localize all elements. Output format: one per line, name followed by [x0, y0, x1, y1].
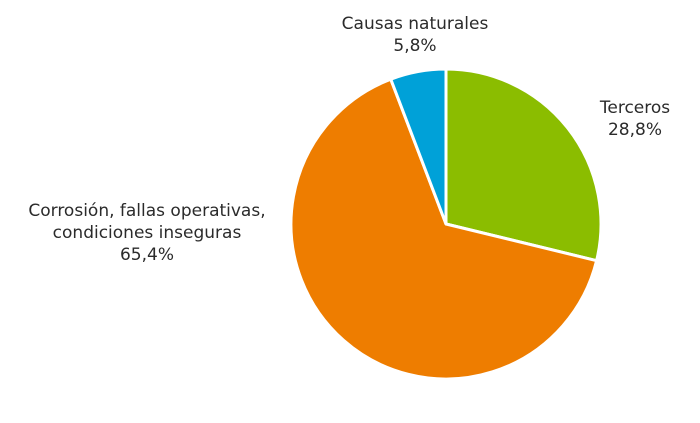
pie-slice-terceros [444, 67, 603, 263]
slice-label-corrosion-value: 65,4% [119, 245, 174, 265]
slice-label-terceros-name: Terceros [599, 98, 671, 118]
slice-label-corrosion: Corrosión, fallas operativas, condicione… [12, 200, 282, 266]
slice-label-terceros-value: 28,8% [607, 120, 662, 140]
slice-label-causas-naturales-name: Causas naturales [341, 14, 489, 34]
slice-label-causas-naturales-value: 5,8% [393, 36, 437, 56]
slice-label-corrosion-name-line2: condiciones inseguras [52, 223, 242, 243]
pie-slices [289, 67, 603, 381]
pie-slice-corrosion [289, 77, 599, 381]
pie-slice-naturales [389, 67, 448, 226]
slice-label-corrosion-name-line1: Corrosión, fallas operativas, [28, 201, 266, 221]
slice-label-causas-naturales: Causas naturales 5,8% [310, 13, 520, 57]
slice-label-terceros: Terceros 28,8% [560, 97, 700, 141]
